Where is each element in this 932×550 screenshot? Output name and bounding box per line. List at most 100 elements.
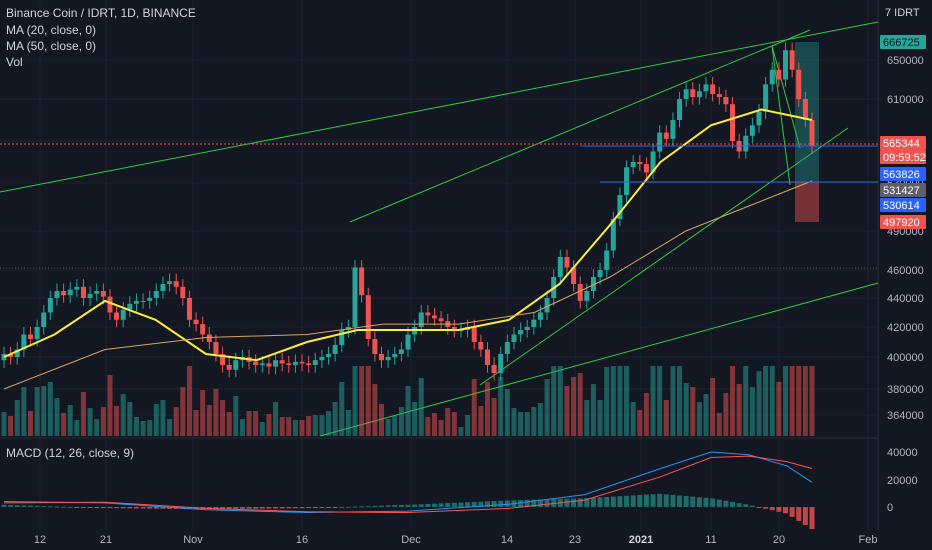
candle-body bbox=[730, 104, 736, 141]
volume-bar bbox=[61, 413, 67, 436]
macd-histogram-bar bbox=[537, 499, 543, 507]
candle-body bbox=[279, 360, 285, 364]
macd-histogram-bar bbox=[498, 500, 504, 507]
volume-bar bbox=[524, 412, 530, 436]
volume-bar bbox=[246, 411, 252, 436]
macd-histogram-bar bbox=[365, 506, 371, 508]
ma50-legend[interactable]: MA (50, close, 0) bbox=[6, 39, 97, 53]
symbol-title[interactable]: Binance Coin / IDRT, 1D, BINANCE bbox=[6, 6, 196, 20]
ma20-legend[interactable]: MA (20, close, 0) bbox=[6, 23, 97, 37]
volume-bar bbox=[809, 366, 815, 436]
macd-histogram-bar bbox=[259, 507, 265, 509]
macd-histogram-bar bbox=[630, 495, 636, 507]
macd-histogram-bar bbox=[67, 506, 73, 508]
macd-histogram-bar bbox=[776, 507, 782, 512]
time-tick-label: 21 bbox=[100, 534, 112, 546]
macd-histogram-bar bbox=[564, 498, 570, 507]
volume-bar bbox=[299, 420, 305, 436]
candle-body bbox=[723, 97, 729, 105]
macd-histogram-bar bbox=[140, 507, 146, 509]
volume-bar bbox=[94, 419, 100, 436]
volume-bar bbox=[312, 415, 318, 436]
candle-body bbox=[87, 293, 93, 298]
macd-histogram-bar bbox=[332, 507, 338, 508]
candle-body bbox=[160, 284, 166, 291]
volume-bar bbox=[690, 387, 696, 436]
volume-bar bbox=[186, 366, 192, 436]
candle-body bbox=[471, 327, 477, 342]
candle-body bbox=[273, 360, 279, 367]
macd-histogram-bar bbox=[80, 507, 86, 508]
volume-bar bbox=[677, 366, 683, 436]
price-badge-bg bbox=[880, 215, 926, 229]
volume-bar bbox=[80, 392, 86, 436]
candle-body bbox=[431, 315, 437, 319]
volume-bar bbox=[537, 403, 543, 436]
volume-bar bbox=[484, 382, 490, 436]
candle-body bbox=[54, 291, 60, 298]
macd-histogram-bar bbox=[279, 507, 285, 509]
candles bbox=[1, 42, 815, 381]
volume-bar bbox=[504, 389, 510, 436]
macd-legend[interactable]: MACD (12, 26, close, 9) bbox=[6, 446, 135, 460]
volume-legend[interactable]: Vol bbox=[6, 55, 23, 69]
volume-bar bbox=[743, 366, 749, 436]
volume-bar bbox=[173, 407, 179, 436]
volume-bar bbox=[604, 367, 610, 436]
volume-bar bbox=[405, 386, 411, 436]
volume-bar bbox=[47, 382, 53, 436]
macd-histogram-bar bbox=[87, 507, 93, 508]
candle-body bbox=[677, 99, 683, 120]
macd-histogram-bar bbox=[478, 501, 484, 507]
volume-bar bbox=[796, 366, 802, 436]
macd-histogram-bar bbox=[127, 507, 133, 509]
volume-bar bbox=[339, 382, 345, 436]
price-badge-bg bbox=[880, 183, 926, 197]
candle-body bbox=[47, 298, 53, 313]
macd-histogram-bar bbox=[789, 507, 795, 517]
volume-bar bbox=[107, 375, 113, 436]
trendline bbox=[349, 29, 811, 223]
volume-bar bbox=[471, 379, 477, 436]
volume-bar bbox=[67, 405, 73, 436]
volume-bar bbox=[273, 402, 279, 436]
price-badges: 666725 565344 09:59:52 563826 531427 530614 49… bbox=[880, 35, 926, 229]
macd-histogram-bar bbox=[233, 507, 239, 509]
volume-bar bbox=[120, 394, 126, 436]
volume-bar bbox=[292, 420, 298, 436]
volume-bar bbox=[491, 398, 497, 436]
price-badge-label: 09:59:52 bbox=[883, 152, 926, 164]
macd-histogram-bar bbox=[286, 507, 292, 509]
candle-body bbox=[153, 291, 159, 298]
volume-bar bbox=[206, 405, 212, 436]
candle-body bbox=[617, 195, 623, 219]
macd-histogram-bar bbox=[610, 496, 616, 507]
volume-bar bbox=[763, 366, 769, 436]
time-tick-label: 11 bbox=[705, 534, 716, 546]
candle-body bbox=[557, 257, 563, 277]
macd-histogram-bar bbox=[624, 495, 630, 507]
volume-bar bbox=[326, 411, 332, 436]
candle-body bbox=[286, 363, 292, 365]
candle-body bbox=[173, 281, 179, 287]
macd-histogram-bar bbox=[524, 499, 530, 507]
macd-histogram-bar bbox=[292, 507, 298, 509]
candle-body bbox=[524, 327, 530, 330]
price-badge: 530614 bbox=[880, 198, 926, 212]
candle-body bbox=[80, 286, 86, 298]
volume-bar bbox=[239, 419, 245, 436]
volume-bar bbox=[34, 387, 40, 436]
volume-bar bbox=[531, 407, 537, 436]
volume-bar bbox=[624, 366, 630, 436]
moving-averages bbox=[3, 108, 813, 390]
macd-histogram-bar bbox=[352, 506, 358, 508]
macd-histogram-bar bbox=[61, 506, 67, 508]
candle-body bbox=[167, 281, 173, 284]
volume-bar bbox=[332, 402, 338, 436]
candle-body bbox=[220, 354, 226, 365]
macd-histogram-bar bbox=[663, 494, 669, 507]
volume-bar bbox=[716, 413, 722, 436]
price-axis: 6500006100005700005300004900004600004400… bbox=[887, 55, 924, 514]
volume-bar bbox=[365, 366, 371, 436]
